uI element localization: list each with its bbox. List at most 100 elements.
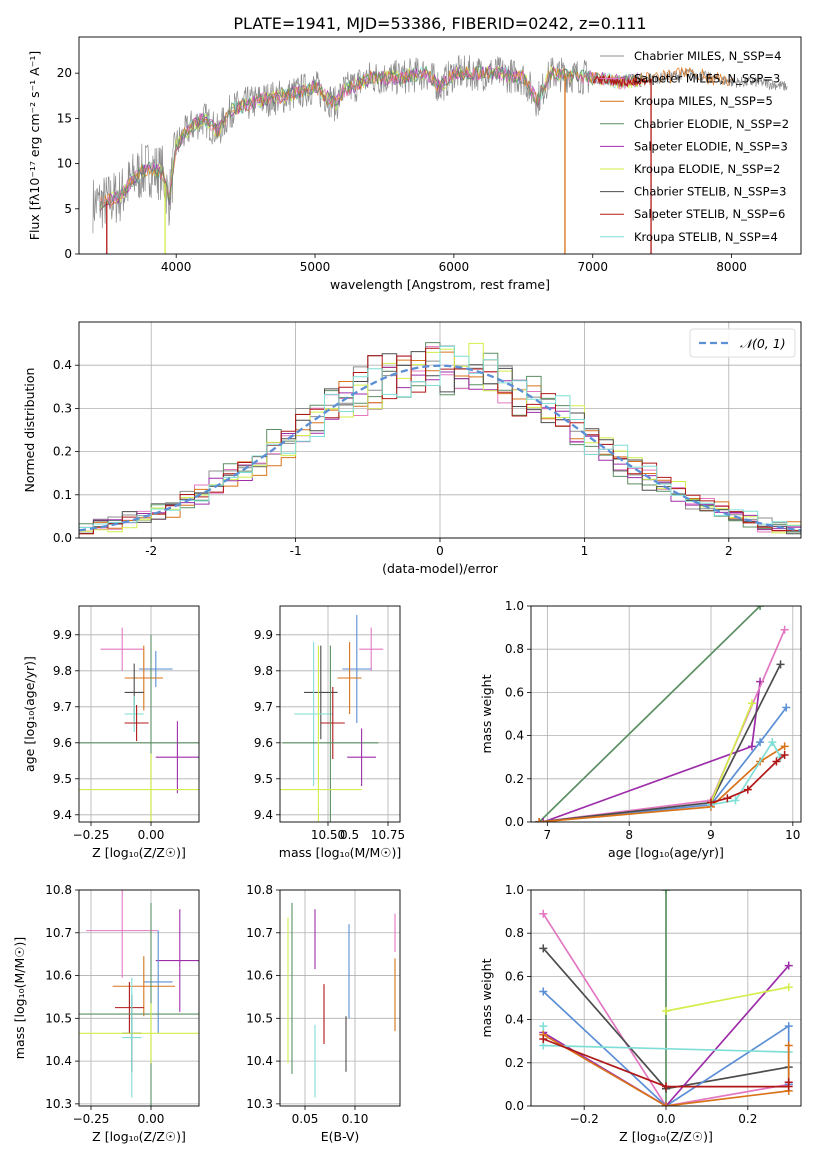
y-tick-label: 10.5 [45, 1011, 72, 1025]
series-marker-kroupa_elodie [784, 983, 793, 992]
y-axis-label: age [log₁₀(age/yr)] [22, 656, 37, 772]
series-marker-kroupa_miles [662, 1102, 670, 1106]
series-marker-salpeter_stelib [772, 757, 781, 766]
series-marker-kroupa_stelib [731, 796, 740, 805]
axes-frame [78, 605, 200, 823]
y-tick-label: 0.2 [505, 772, 524, 786]
x-tick-label: 10.50 [311, 828, 345, 842]
x-axis-label: (data-model)/error [382, 561, 499, 576]
y-tick-label: 10.3 [45, 1097, 72, 1111]
series-marker-kroupa_miles [784, 1041, 793, 1050]
x-tick-label: 9 [707, 828, 715, 842]
series-line-salpeter_miles [542, 913, 789, 1106]
x-tick-label: -1 [290, 544, 302, 558]
y-tick-label: 1.0 [505, 599, 524, 613]
y-tick-label: 0.0 [53, 531, 72, 545]
y-tick-label: 9.8 [53, 664, 72, 678]
x-tick-label: 7000 [577, 260, 608, 274]
series-line-salpeter_elodie [542, 965, 790, 1106]
plot-area-mass-vs-Z [79, 890, 199, 1106]
series-marker-kroupa_stelib [768, 738, 777, 747]
y-tick-label: 9.9 [53, 628, 72, 642]
y-tick-label: 10.8 [45, 883, 72, 897]
x-axis-label: wavelength [Angstrom, rest frame] [330, 277, 550, 292]
legend-label: Salpeter ELODIE, N_SSP=3 [634, 139, 788, 153]
y-tick-label: 10.7 [45, 926, 72, 940]
y-tick-label: 9.7 [254, 700, 273, 714]
y-tick-label: 0.4 [505, 1013, 524, 1027]
x-tick-label: 5000 [300, 260, 331, 274]
y-tick-label: 10.8 [246, 883, 273, 897]
y-tick-label: 15 [57, 111, 72, 125]
x-tick-label: −0.25 [73, 1112, 110, 1126]
x-tick-label: 8 [625, 828, 633, 842]
y-tick-label: 10.4 [45, 1054, 72, 1068]
model-spectrum-salpeter_miles [99, 66, 642, 211]
x-tick-label: 6000 [439, 260, 470, 274]
legend-box [689, 328, 796, 358]
series-line-kroupa_elodie [710, 702, 753, 803]
x-tick-label: 2 [725, 544, 733, 558]
y-tick-label: 9.4 [53, 808, 72, 822]
y-tick-label: 0.0 [505, 1099, 524, 1113]
y-tick-label: 9.8 [254, 664, 273, 678]
y-tick-label: 10.6 [45, 969, 72, 983]
legend-label: Chabrier MILES, N_SSP=4 [634, 49, 781, 63]
y-axis-label: Flux [fλ10⁻¹⁷ erg cm⁻² s⁻¹ A⁻¹] [27, 51, 42, 240]
normal-curve [79, 364, 801, 532]
plot-area-mass-vs-ebv [287, 902, 396, 1098]
x-tick-label: 0 [436, 544, 444, 558]
figure-title: PLATE=1941, MJD=53386, FIBERID=0242, z=0… [233, 14, 646, 33]
panel-spectrum: 4000 5000 6000 7000 8000 0 5 10 15 20 wavelength [… [27, 36, 802, 292]
histogram-legend: 𝒩(0, 1) [689, 328, 796, 358]
y-axis-label: mass weight [479, 674, 494, 753]
legend-label: 𝒩(0, 1) [740, 336, 786, 351]
panel-mass-weight-vs-Z: −0.2 0.0 0.2 0.0 0.2 0.4 0.6 0.8 1.0 Z [log₁₀(Z/Z… [479, 883, 802, 1144]
series-marker-salpeter_stelib [780, 751, 789, 760]
y-axis-label: mass weight [479, 958, 494, 1037]
series-marker-salpeter_elodie [539, 818, 548, 822]
y-tick-label: 20 [57, 66, 72, 80]
y-tick-label: 10.6 [246, 969, 273, 983]
y-tick-label: 0.1 [53, 488, 72, 502]
panel-mass-weight-vs-age: 7 8 9 10 0.0 0.2 0.4 0.6 0.8 1.0 age [log₁₀(age/yr… [479, 599, 802, 860]
x-tick-label: 7 [544, 828, 552, 842]
series-marker-salpeter_stelib [723, 794, 732, 803]
model-spectrum-salpeter_stelib [592, 74, 649, 88]
panel-age-vs-Z: −0.25 0.00 9.4 9.5 9.6 9.7 9.8 9.9 Z [log₁₀(Z/Z☉… [22, 605, 200, 860]
x-tick-label: −0.25 [73, 828, 110, 842]
x-tick-label: 0.05 [292, 1112, 319, 1126]
y-tick-label: 0.0 [505, 815, 524, 829]
series-marker-salpeter_elodie [747, 742, 756, 751]
x-tick-label: 0.2 [738, 1112, 757, 1126]
legend-label: Chabrier ELODIE, N_SSP=2 [634, 117, 789, 131]
axes-frame [78, 36, 802, 255]
plot-area-spectrum [92, 55, 788, 254]
axes-frame [530, 605, 802, 823]
y-tick-label: 0.2 [53, 445, 72, 459]
series-marker-salpeter_miles [780, 625, 789, 634]
observed-spectrum-line [92, 55, 788, 234]
series-marker-normal [539, 987, 548, 996]
x-tick-label: 0.0 [656, 1112, 675, 1126]
series-marker-chabrier_elodie [662, 890, 670, 894]
x-axis-label: Z [log₁₀(Z/Z☉)] [619, 1129, 713, 1144]
y-axis-label: mass [log₁₀(M/M☉)] [12, 937, 27, 1059]
x-tick-label: -2 [145, 544, 157, 558]
panel-residual-histogram: -2 -1 0 1 2 0.0 0.1 0.2 0.3 0.4 (data-model)/error… [22, 321, 802, 576]
model-spectrum-chabrier_elodie [99, 65, 642, 211]
series-marker-normal [756, 738, 765, 747]
y-tick-label: 0.3 [53, 401, 72, 415]
y-tick-label: 0 [64, 247, 72, 261]
series-marker-salpeter_elodie [784, 961, 793, 970]
y-tick-label: 10.4 [246, 1054, 273, 1068]
series-marker-normal [782, 703, 791, 712]
y-tick-label: 5 [64, 202, 72, 216]
y-tick-label: 10.5 [246, 1011, 273, 1025]
x-tick-label: 0.00 [138, 828, 165, 842]
x-axis-label: Z [log₁₀(Z/Z☉)] [92, 1129, 186, 1144]
panel-mass-vs-ebv: 0.05 0.10 10.3 10.4 10.5 10.6 10.7 10.8 E(B-V) [246, 883, 401, 1144]
plot-area-age-vs-mass [280, 615, 384, 822]
